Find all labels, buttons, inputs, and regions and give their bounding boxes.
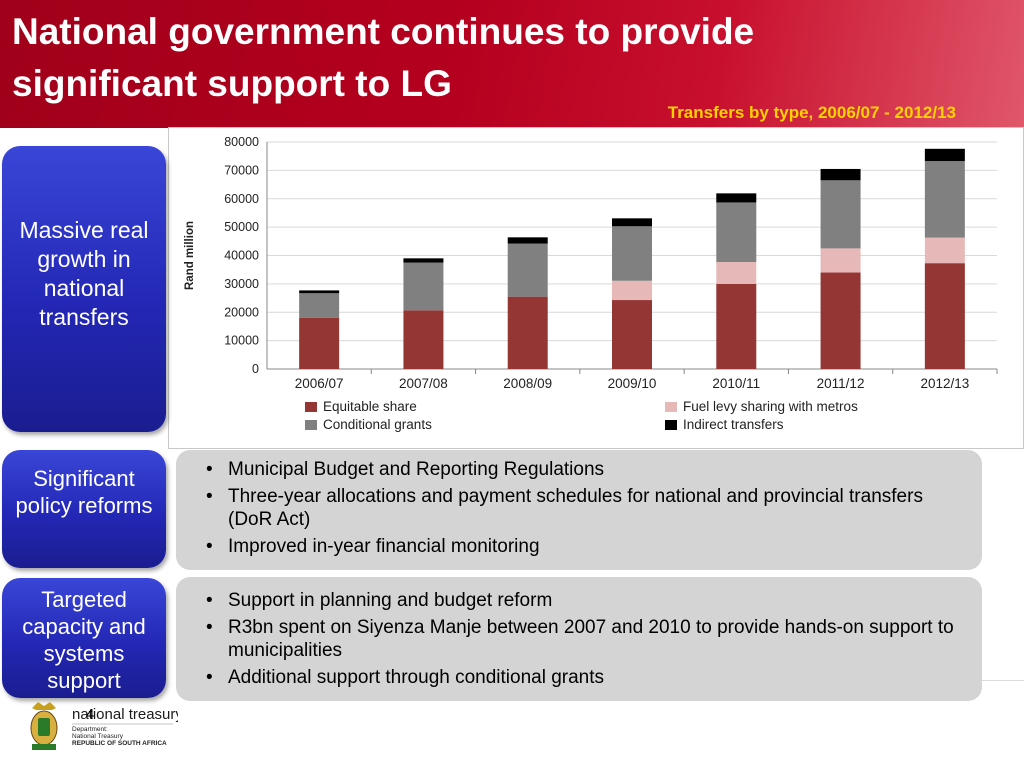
y-tick-label: 70000 — [224, 163, 259, 177]
bar-segment — [299, 317, 340, 369]
y-tick-label: 10000 — [224, 334, 259, 348]
bar-segment — [507, 243, 548, 297]
y-tick-label: 20000 — [224, 305, 259, 319]
list-item: Additional support through conditional g… — [206, 666, 962, 689]
divider-line — [982, 680, 1024, 681]
bar-segment — [612, 300, 652, 369]
bar-segment — [507, 296, 548, 369]
legend-swatch — [665, 420, 677, 430]
bar-segment — [820, 168, 861, 181]
list-item: Support in planning and budget reform — [206, 589, 962, 612]
bar-segment — [924, 263, 965, 369]
legend-label: Equitable share — [323, 399, 417, 414]
y-tick-label: 80000 — [224, 135, 259, 149]
bar-segment — [716, 283, 757, 369]
bar-segment — [820, 180, 861, 249]
bar-segment — [507, 237, 548, 244]
page-number: 4 — [86, 706, 95, 723]
national-treasury-logo: national treasury Department: National T… — [30, 702, 178, 750]
list-item: Three-year allocations and payment sched… — [206, 485, 962, 531]
bar-segment — [403, 310, 444, 369]
bar-segment — [924, 148, 965, 162]
bar-segment — [299, 293, 340, 318]
bar-segment — [612, 280, 652, 301]
bar-segment — [716, 193, 757, 203]
capacity-support-label: Targeted capacity and systems support — [22, 587, 146, 693]
chart-caption: Transfers by type, 2006/07 - 2012/13 — [667, 103, 956, 122]
bar-segment — [403, 258, 444, 263]
bar-segment — [299, 290, 340, 294]
chart-panel: 0 10000 20000 30000 40000 50000 60000 70000 8000… — [168, 127, 1024, 449]
bar-segment — [612, 218, 652, 227]
logo-line2: National Treasury — [72, 733, 124, 740]
y-axis-label: Rand million — [184, 221, 196, 290]
bar-segment — [716, 262, 757, 284]
legend-label: Conditional grants — [323, 417, 432, 432]
x-tick-label: 2010/11 — [712, 376, 760, 391]
y-tick-label: 0 — [252, 362, 259, 376]
x-tick-label: 2008/09 — [503, 376, 552, 391]
massive-growth-label: Massive real growth in national transfer… — [19, 217, 149, 330]
x-tick-label: 2011/12 — [817, 376, 865, 391]
stacked-bar-chart: 0 10000 20000 30000 40000 50000 60000 70000 8000… — [184, 135, 998, 432]
bar-segment — [403, 262, 444, 311]
logo-line1: Department: — [72, 726, 108, 733]
bar-segment — [820, 272, 861, 369]
policy-reforms-panel: Municipal Budget and Reporting Regulatio… — [176, 450, 982, 570]
logo-line3: REPUBLIC OF SOUTH AFRICA — [72, 740, 167, 747]
x-tick-label: 2007/08 — [399, 376, 448, 391]
bar-segment — [924, 161, 965, 238]
y-tick-label: 60000 — [224, 192, 259, 206]
massive-growth-box: Massive real growth in national transfer… — [2, 146, 166, 432]
bar-segment — [820, 248, 861, 273]
x-tick-label: 2012/13 — [920, 376, 969, 391]
policy-reforms-list: Municipal Budget and Reporting Regulatio… — [176, 450, 982, 558]
coat-of-arms-icon — [30, 702, 58, 750]
legend-swatch — [305, 402, 317, 412]
bar-segment — [612, 226, 652, 281]
slide-title: National government continues to provide… — [12, 11, 755, 104]
y-tick-label: 50000 — [224, 220, 259, 234]
capacity-support-list: Support in planning and budget reform R3… — [176, 577, 982, 689]
x-tick-label: 2009/10 — [608, 376, 657, 391]
legend-label: Fuel levy sharing with metros — [683, 399, 858, 414]
capacity-support-panel: Support in planning and budget reform R3… — [176, 577, 982, 701]
policy-reforms-label: Significant policy reforms — [15, 466, 153, 518]
list-item: Municipal Budget and Reporting Regulatio… — [206, 458, 962, 481]
x-tick-label: 2006/07 — [295, 376, 344, 391]
list-item: Improved in-year financial monitoring — [206, 535, 962, 558]
legend-swatch — [665, 402, 677, 412]
capacity-support-box: Targeted capacity and systems support — [2, 578, 166, 698]
y-tick-label: 40000 — [224, 249, 259, 263]
bar-segment — [924, 237, 965, 264]
legend-swatch — [305, 420, 317, 430]
y-tick-label: 30000 — [224, 277, 259, 291]
list-item: R3bn spent on Siyenza Manje between 2007… — [206, 616, 962, 662]
legend-label: Indirect transfers — [683, 417, 784, 432]
policy-reforms-box: Significant policy reforms — [2, 450, 166, 568]
title-banner: National government continues to provide… — [0, 0, 1024, 128]
logo-name: national treasury — [72, 706, 178, 723]
bar-segment — [716, 202, 757, 263]
